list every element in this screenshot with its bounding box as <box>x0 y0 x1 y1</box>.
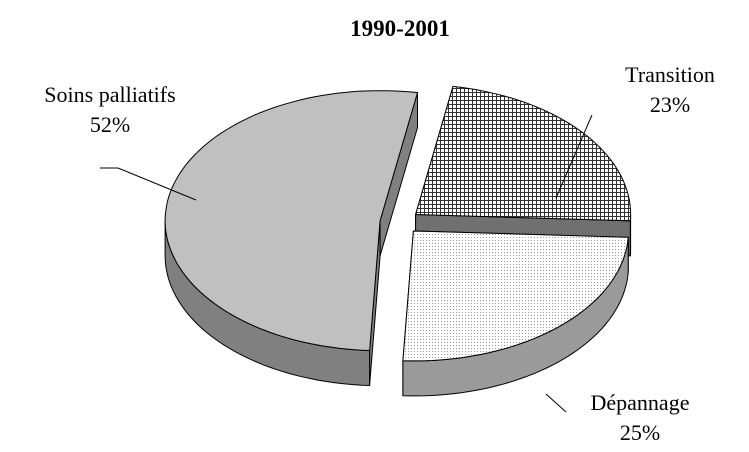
slice <box>164 90 419 387</box>
slice-label: Soins palliatifs <box>44 82 175 107</box>
slice-label: Transition <box>625 62 715 87</box>
slice <box>402 230 629 397</box>
pie-slice <box>164 90 419 352</box>
pie-slice <box>402 230 629 362</box>
slice-label: Dépannage <box>591 390 690 415</box>
leader-line <box>545 393 567 413</box>
chart-title: 1990-2001 <box>350 16 450 41</box>
leader-line <box>555 114 593 199</box>
slice-value-label: 52% <box>90 112 130 137</box>
pie-slice <box>414 85 632 222</box>
slice <box>414 85 632 257</box>
leader-line <box>100 167 197 201</box>
slice-value-label: 25% <box>620 420 660 445</box>
slice-value-label: 23% <box>650 92 690 117</box>
